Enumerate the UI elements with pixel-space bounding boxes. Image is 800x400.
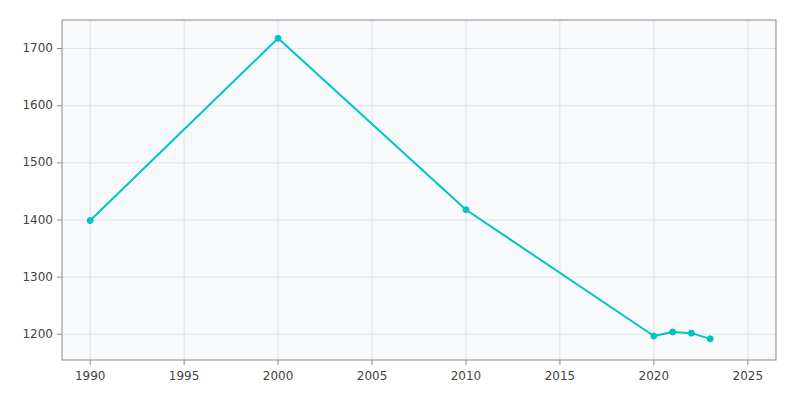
x-tick-label: 2020 (639, 369, 670, 383)
chart-svg: 1990 1995 2000 2005 2010 2015 2020 2025 1200 1300… (0, 0, 800, 400)
y-grid-line (62, 48, 776, 49)
y-tick-label: 1200 (22, 327, 53, 341)
y-grid-line (62, 220, 776, 221)
x-tick (184, 360, 185, 365)
point (688, 330, 694, 336)
x-grid-line (465, 20, 466, 360)
y-tick-label: 1400 (22, 213, 53, 227)
axes: 1990 1995 2000 2005 2010 2015 2020 2025 1200 1300… (22, 41, 763, 383)
x-tick (747, 360, 748, 365)
y-tick (57, 334, 62, 335)
y-grid-line (62, 277, 776, 278)
y-tick (57, 48, 62, 49)
plot-background (62, 20, 776, 360)
x-tick (278, 360, 279, 365)
point (670, 329, 676, 335)
x-grid-line (90, 20, 91, 360)
y-tick-label: 1500 (22, 155, 53, 169)
y-tick-label: 1300 (22, 270, 53, 284)
y-grid-line (62, 162, 776, 163)
x-grid-line (372, 20, 373, 360)
x-tick (559, 360, 560, 365)
y-tick (57, 162, 62, 163)
x-grid-line (278, 20, 279, 360)
x-tick (653, 360, 654, 365)
y-tick-label: 1700 (22, 41, 53, 55)
x-tick (465, 360, 466, 365)
y-tick (57, 220, 62, 221)
line (90, 38, 710, 339)
y-grid-line (62, 105, 776, 106)
y-tick (57, 277, 62, 278)
point (463, 207, 469, 213)
x-tick (372, 360, 373, 365)
x-tick (90, 360, 91, 365)
point (651, 333, 657, 339)
x-grid-line (653, 20, 654, 360)
x-grid-line (559, 20, 560, 360)
x-tick-label: 1990 (75, 369, 106, 383)
x-tick-label: 2015 (545, 369, 576, 383)
plot-frame (62, 20, 776, 360)
x-tick-label: 2005 (357, 369, 388, 383)
chart-container: 1990 1995 2000 2005 2010 2015 2020 2025 1200 1300… (0, 0, 800, 400)
point (707, 336, 713, 342)
x-grid-line (184, 20, 185, 360)
y-tick (57, 105, 62, 106)
point (87, 218, 93, 224)
x-tick-label: 2010 (451, 369, 482, 383)
x-grid-line (747, 20, 748, 360)
x-tick-label: 1995 (169, 369, 200, 383)
series (87, 35, 713, 342)
grid (62, 20, 776, 360)
y-tick-label: 1600 (22, 98, 53, 112)
point (275, 35, 281, 41)
y-grid-line (62, 334, 776, 335)
x-tick-label: 2025 (733, 369, 764, 383)
x-tick-label: 2000 (263, 369, 294, 383)
